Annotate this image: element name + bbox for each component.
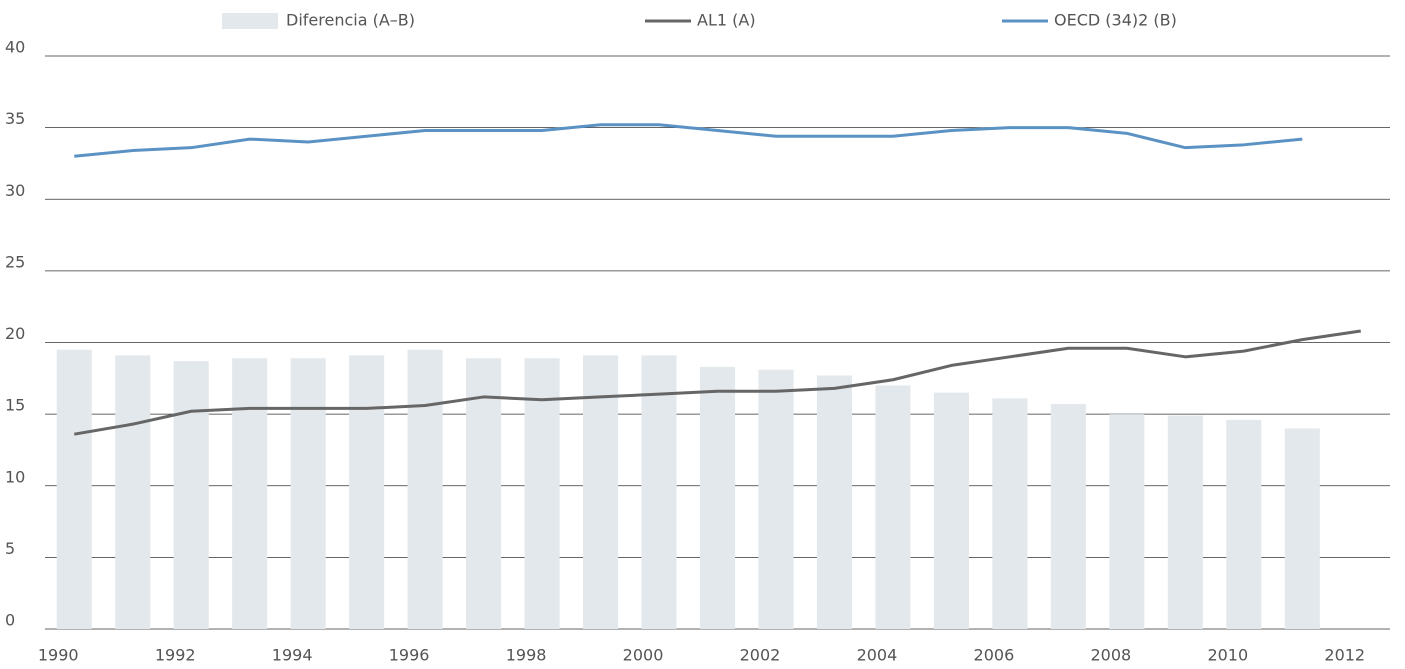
bar	[992, 398, 1028, 629]
bar	[1167, 415, 1203, 629]
x-tick-label: 1990	[38, 646, 79, 665]
y-tick-label: 20	[5, 324, 25, 343]
bar	[933, 392, 969, 629]
legend-label: OECD (34)2 (B)	[1054, 11, 1177, 30]
y-tick-label: 5	[5, 539, 15, 558]
bar	[1284, 428, 1320, 629]
y-tick-label: 25	[5, 252, 25, 271]
x-tick-label: 1998	[506, 646, 547, 665]
x-tick-label: 1994	[272, 646, 313, 665]
bar	[1050, 404, 1086, 629]
y-tick-label: 15	[5, 396, 25, 415]
bar	[173, 361, 209, 629]
legend-label: Diferencia (A–B)	[286, 11, 415, 30]
legend-label: AL1 (A)	[697, 11, 756, 30]
bar	[290, 358, 326, 629]
bar	[1226, 419, 1262, 629]
x-tick-label: 2010	[1207, 646, 1248, 665]
x-tick-label: 1992	[155, 646, 196, 665]
bar	[232, 358, 268, 629]
bar	[699, 366, 736, 629]
y-tick-label: 10	[5, 467, 25, 486]
line	[73, 329, 1361, 436]
y-tick-label: 35	[5, 109, 25, 128]
bar	[758, 369, 794, 629]
x-tick-label: 2012	[1324, 646, 1365, 665]
line	[74, 123, 1303, 158]
bar	[583, 355, 619, 629]
y-tick-label: 40	[5, 38, 25, 57]
bar	[816, 375, 852, 629]
x-tick-label: 1996	[389, 646, 430, 665]
bar	[349, 355, 385, 629]
y-tick-label: 30	[5, 181, 25, 200]
bar	[115, 355, 151, 629]
x-tick-label: 2000	[623, 646, 664, 665]
bar	[875, 385, 911, 629]
legend-swatch	[222, 13, 278, 29]
bar	[407, 349, 443, 629]
x-tick-label: 2008	[1090, 646, 1131, 665]
bar	[466, 358, 502, 629]
bar	[524, 358, 560, 629]
bar	[56, 349, 92, 629]
bar	[1109, 414, 1145, 629]
x-tick-label: 2006	[974, 646, 1015, 665]
x-tick-label: 2004	[857, 646, 898, 665]
bar	[641, 355, 677, 629]
y-tick-label: 0	[5, 611, 15, 630]
x-tick-label: 2002	[740, 646, 781, 665]
